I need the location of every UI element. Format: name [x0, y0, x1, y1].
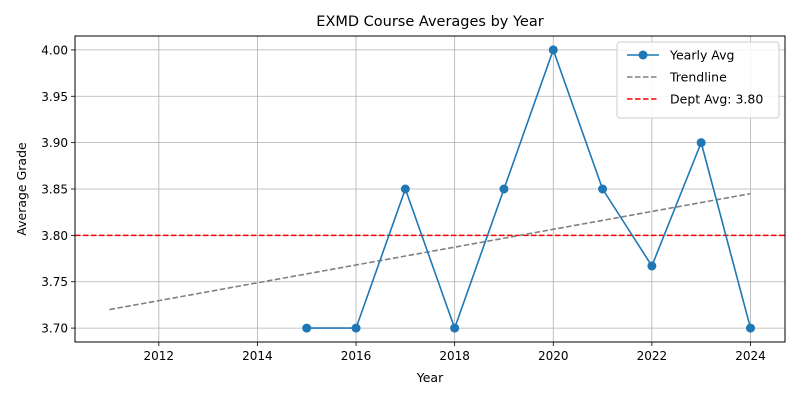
y-tick-label: 3.95 — [41, 90, 68, 104]
y-tick-label: 3.80 — [41, 229, 68, 243]
yearly-avg-point — [548, 45, 558, 55]
x-tick-label: 2014 — [242, 349, 273, 363]
x-tick-label: 2020 — [538, 349, 569, 363]
legend-label-yearly-avg: Yearly Avg — [669, 48, 734, 63]
yearly-avg-point — [647, 261, 657, 271]
plot-area — [75, 45, 785, 333]
x-axis-label: Year — [416, 370, 444, 385]
x-tick-label: 2018 — [439, 349, 470, 363]
y-tick-label: 3.70 — [41, 322, 68, 336]
legend-marker-yearly-avg — [638, 50, 648, 60]
yearly-avg-point — [302, 323, 312, 333]
y-tick-label: 3.90 — [41, 136, 68, 150]
legend-label-trendline: Trendline — [669, 70, 727, 85]
trendline — [109, 192, 751, 311]
x-tick-label: 2016 — [341, 349, 372, 363]
yearly-avg-point — [598, 184, 608, 194]
yearly-avg-line — [306, 49, 752, 329]
yearly-avg-point — [450, 323, 460, 333]
x-tick-label: 2012 — [144, 349, 175, 363]
y-axis-label: Average Grade — [14, 142, 29, 236]
chart-title: EXMD Course Averages by Year — [316, 14, 543, 30]
x-tick-label: 2024 — [735, 349, 766, 363]
legend-box — [616, 41, 780, 119]
y-axis: 3.70 3.75 3.80 3.85 3.90 3.95 4.00 — [41, 43, 75, 336]
x-tick-label: 2022 — [637, 349, 668, 363]
y-tick-label: 3.85 — [41, 183, 68, 197]
yearly-avg-point — [745, 323, 755, 333]
y-tick-label: 3.75 — [41, 275, 68, 289]
yearly-avg-point — [696, 138, 706, 148]
legend-label-dept-avg: Dept Avg: 3.80 — [670, 92, 763, 107]
yearly-avg-point — [400, 184, 410, 194]
y-tick-label: 4.00 — [41, 43, 68, 57]
x-axis: 2012 2014 2016 2018 2020 2022 2024 — [144, 342, 766, 363]
yearly-avg-point — [351, 323, 361, 333]
yearly-avg-point — [499, 184, 509, 194]
legend: Yearly Avg Trendline Dept Avg: 3.80 — [616, 41, 780, 119]
